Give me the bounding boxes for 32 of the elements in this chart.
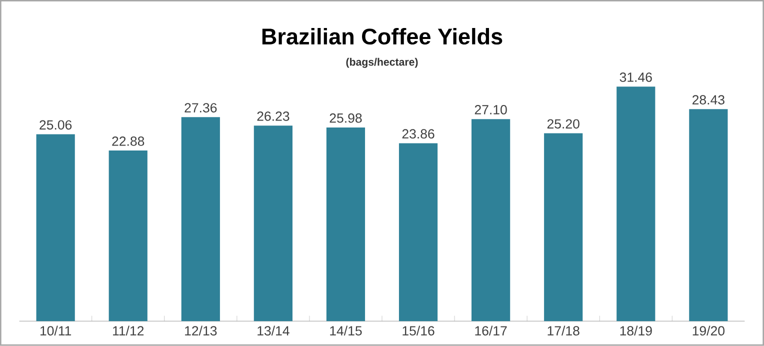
x-tick-label: 16/17 [475, 326, 507, 336]
bar [254, 126, 292, 322]
x-tick-label: 17/18 [548, 326, 580, 336]
chart-subtitle: (bags/hectare) [346, 58, 418, 68]
x-tick-label: 15/16 [402, 326, 434, 336]
data-label: 26.23 [257, 112, 290, 122]
data-label: 28.43 [692, 95, 724, 105]
data-label: 31.46 [620, 72, 652, 82]
bar [544, 133, 583, 322]
data-label: 27.10 [474, 105, 507, 115]
data-label: 25.06 [40, 120, 72, 130]
data-label: 25.98 [330, 114, 362, 123]
data-label: 27.36 [184, 103, 217, 113]
bar [689, 109, 728, 322]
x-tick-label: 14/15 [330, 326, 362, 336]
bar [472, 119, 510, 322]
x-tick-label: 18/19 [620, 326, 652, 336]
chart-title: Brazilian Coffee Yields [262, 28, 502, 45]
x-tick-label: 11/12 [113, 326, 144, 336]
x-tick-label: 10/11 [40, 326, 72, 336]
bar [616, 86, 656, 322]
x-tick-label: 13/14 [258, 326, 290, 336]
bar [108, 150, 148, 322]
x-tick-label: 19/20 [692, 326, 724, 336]
bar [181, 117, 220, 322]
bar [36, 134, 75, 322]
data-label: 22.88 [112, 136, 144, 146]
x-tick-label: 12/13 [185, 326, 217, 336]
bar [326, 128, 366, 322]
data-label: 23.86 [402, 129, 434, 139]
bar [398, 143, 438, 322]
data-label: 25.20 [547, 119, 580, 129]
